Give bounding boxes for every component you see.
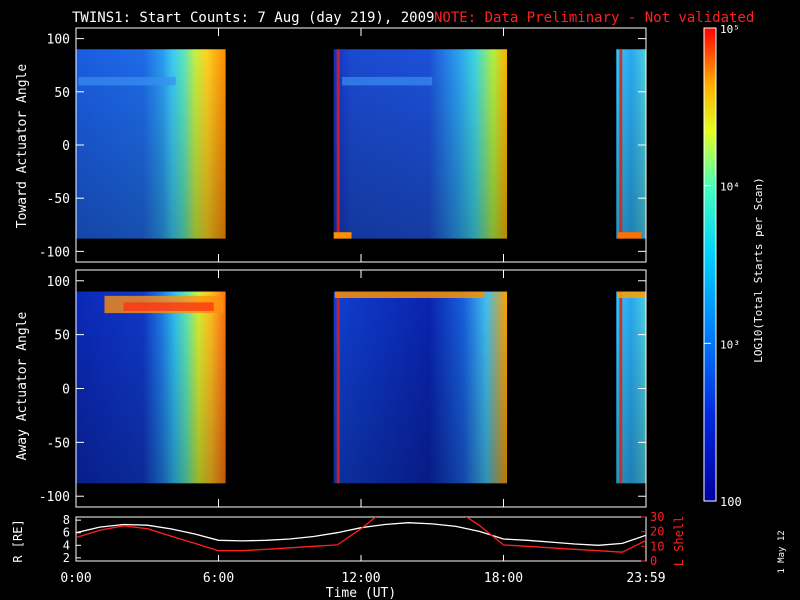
ytick-label: -100 xyxy=(39,245,70,260)
colorbar-tick-label: 100 xyxy=(720,495,742,509)
time-xlabel: Time (UT) xyxy=(326,586,396,600)
away-ylabel: Away Actuator Angle xyxy=(15,311,30,460)
xtick-label: 6:00 xyxy=(203,571,234,586)
ytick-label-right: 30 xyxy=(650,510,664,524)
ytick-label: 50 xyxy=(54,329,70,344)
series-line-lshell xyxy=(76,517,646,553)
band-feature xyxy=(123,302,214,311)
heatmap-shade xyxy=(76,291,226,484)
edge-streak xyxy=(336,291,340,484)
ytick-label: -100 xyxy=(39,490,70,505)
toward-ylabel: Toward Actuator Angle xyxy=(15,64,30,229)
xtick-label: 18:00 xyxy=(484,571,523,586)
edge-streak xyxy=(619,291,623,484)
edge-streak xyxy=(619,49,623,239)
r-ylabel: R [RE] xyxy=(11,519,25,562)
toward-heatmap-panel: 100 50 0 -50 -100 xyxy=(39,27,647,263)
colorbar-tick-label: 10⁴ xyxy=(720,181,740,194)
orbit-frame xyxy=(75,516,647,562)
band-feature xyxy=(334,291,485,299)
ytick-label: 50 xyxy=(54,86,70,101)
lshell-ylabel: L Shell xyxy=(672,516,686,567)
ytick-label-right: 20 xyxy=(650,525,664,539)
xtick-label: 23:59 xyxy=(626,571,665,586)
heatmap-shade xyxy=(333,291,508,484)
band-feature xyxy=(78,76,176,86)
ytick-label-right: 0 xyxy=(650,554,657,568)
series-line-rre xyxy=(76,522,646,546)
colorbar-label: LOG10(Total Starts per Scan) xyxy=(752,177,765,362)
band-feature xyxy=(342,76,433,86)
ytick-label: -50 xyxy=(47,192,70,207)
ytick-label: 100 xyxy=(47,275,70,290)
ytick-label: 6 xyxy=(63,526,70,540)
side-stamp: 1 May 12 xyxy=(777,530,787,573)
ytick-label: 8 xyxy=(63,513,70,527)
preliminary-note: NOTE: Data Preliminary - Not validated xyxy=(434,10,754,26)
ytick-label-right: 10 xyxy=(650,539,664,553)
ytick-label: -50 xyxy=(47,436,70,451)
ytick-label: 2 xyxy=(63,551,70,565)
away-heatmap-panel: 100 50 0 -50 -100 xyxy=(39,269,647,508)
ytick-label: 0 xyxy=(62,139,70,154)
colorbar-gradient xyxy=(704,28,716,501)
chart-title: TWINS1: Start Counts: 7 Aug (day 219), 2… xyxy=(72,10,434,26)
xtick-label: 0:00 xyxy=(60,571,91,586)
colorbar-tick-label: 10⁵ xyxy=(720,23,740,36)
band-feature xyxy=(617,291,646,299)
xtick-label: 12:00 xyxy=(341,571,380,586)
band-feature xyxy=(617,232,642,239)
ytick-label: 100 xyxy=(47,33,70,48)
ytick-label: 0 xyxy=(62,383,70,398)
band-feature xyxy=(333,232,352,239)
edge-streak xyxy=(336,49,340,239)
ytick-label: 4 xyxy=(63,538,70,552)
colorbar: 100 10³ 10⁴ 10⁵ xyxy=(703,23,742,509)
colorbar-tick-label: 10³ xyxy=(720,338,740,351)
